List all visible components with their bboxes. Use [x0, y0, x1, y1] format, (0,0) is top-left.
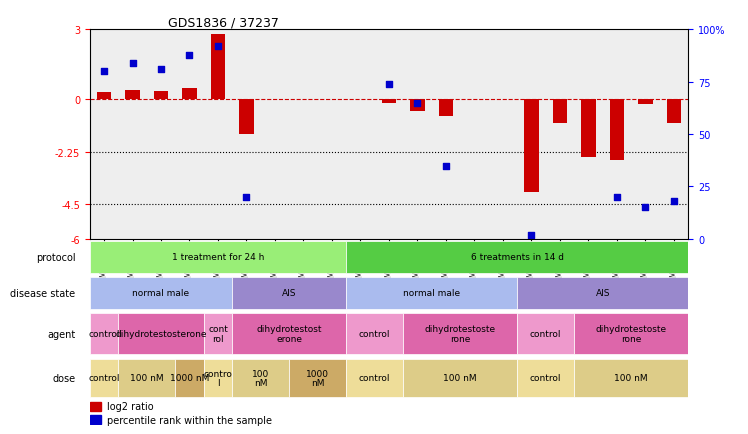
Text: control: control	[88, 329, 120, 339]
Bar	[610, 100, 624, 160]
Text: 1 treatment for 24 h: 1 treatment for 24 h	[172, 253, 264, 262]
Bar	[666, 100, 681, 123]
Bar	[154, 92, 168, 100]
Text: disease state: disease state	[10, 288, 76, 298]
Point	[611, 194, 623, 201]
Text: percentile rank within the sample: percentile rank within the sample	[106, 414, 272, 424]
FancyBboxPatch shape	[346, 359, 403, 397]
FancyBboxPatch shape	[574, 313, 688, 355]
Point	[241, 194, 253, 201]
Text: cont
rol: cont rol	[208, 325, 228, 343]
FancyBboxPatch shape	[232, 277, 346, 309]
Text: AIS: AIS	[595, 289, 610, 298]
Text: AIS: AIS	[282, 289, 296, 298]
Text: contro
l: contro l	[203, 368, 233, 387]
Point	[411, 100, 423, 107]
Text: control: control	[530, 374, 562, 382]
FancyBboxPatch shape	[90, 359, 118, 397]
Point	[155, 66, 167, 73]
Bar	[90, 402, 100, 411]
Text: agent: agent	[47, 329, 76, 339]
Bar	[439, 100, 453, 116]
Bar	[581, 100, 595, 158]
Point	[126, 60, 138, 67]
FancyBboxPatch shape	[203, 359, 232, 397]
Text: normal male: normal male	[132, 289, 189, 298]
Point	[440, 163, 452, 170]
FancyBboxPatch shape	[232, 313, 346, 355]
Bar	[381, 100, 396, 103]
Text: control: control	[359, 374, 390, 382]
Text: normal male: normal male	[403, 289, 460, 298]
FancyBboxPatch shape	[289, 359, 346, 397]
FancyBboxPatch shape	[517, 313, 574, 355]
Text: 100 nM: 100 nM	[444, 374, 477, 382]
Bar	[97, 93, 111, 100]
FancyBboxPatch shape	[232, 359, 289, 397]
Text: 1000 nM: 1000 nM	[170, 374, 209, 382]
Text: 100 nM: 100 nM	[130, 374, 164, 382]
FancyBboxPatch shape	[403, 359, 517, 397]
Bar	[638, 100, 652, 105]
FancyBboxPatch shape	[203, 313, 232, 355]
FancyBboxPatch shape	[517, 359, 574, 397]
FancyBboxPatch shape	[346, 313, 403, 355]
Bar	[90, 415, 100, 424]
Point	[98, 69, 110, 76]
Point	[383, 81, 395, 88]
FancyBboxPatch shape	[517, 277, 688, 309]
Bar	[553, 100, 567, 123]
Bar	[411, 100, 425, 112]
Text: dihydrotestost
erone: dihydrotestost erone	[257, 325, 322, 343]
FancyBboxPatch shape	[574, 359, 688, 397]
Bar	[239, 100, 254, 135]
FancyBboxPatch shape	[346, 241, 688, 273]
Text: 100
nM: 100 nM	[252, 368, 269, 387]
Point	[212, 44, 224, 51]
Bar	[524, 100, 539, 193]
Text: 1000
nM: 1000 nM	[306, 368, 329, 387]
FancyBboxPatch shape	[346, 277, 517, 309]
Text: dose: dose	[52, 373, 76, 383]
Bar	[126, 91, 140, 100]
Text: control: control	[530, 329, 562, 339]
Text: dihydrotestosterone: dihydrotestosterone	[115, 329, 206, 339]
FancyBboxPatch shape	[118, 359, 175, 397]
Text: dihydrotestoste
rone: dihydrotestoste rone	[425, 325, 496, 343]
Text: control: control	[88, 374, 120, 382]
FancyBboxPatch shape	[90, 313, 118, 355]
FancyBboxPatch shape	[175, 359, 203, 397]
Text: 6 treatments in 14 d: 6 treatments in 14 d	[470, 253, 564, 262]
Text: protocol: protocol	[36, 252, 76, 262]
Text: control: control	[359, 329, 390, 339]
FancyBboxPatch shape	[118, 313, 203, 355]
FancyBboxPatch shape	[90, 277, 232, 309]
FancyBboxPatch shape	[90, 241, 346, 273]
Text: GDS1836 / 37237: GDS1836 / 37237	[168, 16, 278, 29]
Bar	[211, 35, 225, 100]
Point	[640, 204, 652, 211]
Text: 100 nM: 100 nM	[614, 374, 648, 382]
Point	[668, 198, 680, 205]
Text: log2 ratio: log2 ratio	[106, 401, 153, 411]
Point	[525, 232, 537, 239]
Text: dihydrotestoste
rone: dihydrotestoste rone	[595, 325, 666, 343]
Point	[183, 52, 195, 59]
Bar	[183, 89, 197, 100]
FancyBboxPatch shape	[403, 313, 517, 355]
